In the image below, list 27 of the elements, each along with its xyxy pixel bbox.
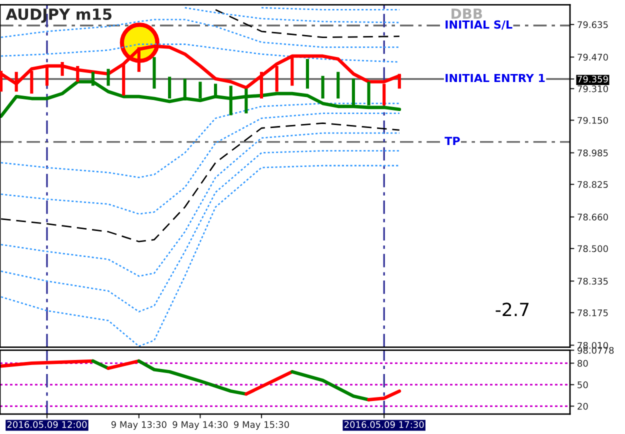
y-tick-label: 80 xyxy=(578,360,588,367)
y-tick-label: 79.359 xyxy=(578,76,608,83)
y-tick-label: 78.010 xyxy=(578,342,608,349)
x-tick-label: 9 May 13:30 xyxy=(111,421,166,430)
y-tick-label: 79.310 xyxy=(578,85,608,92)
ref-line-label: INITIAL S/L xyxy=(446,20,512,30)
y-tick-label: 50 xyxy=(578,381,588,388)
annotation: DBB xyxy=(452,8,482,19)
y-tick-label: 78.500 xyxy=(578,245,608,252)
y-tick-label: 78.985 xyxy=(578,150,608,156)
ref-line-label: TP xyxy=(444,136,460,146)
x-tick-label: 2016.05.09 17:30 xyxy=(344,421,424,428)
y-tick-label: 78.825 xyxy=(578,181,608,188)
y-tick-label: 79.470 xyxy=(578,54,608,61)
ref-line-label: INITIAL ENTRY 1 xyxy=(446,74,545,82)
y-tick-label: 78.175 xyxy=(578,309,608,316)
y-tick-label: 78.335 xyxy=(578,278,608,285)
x-tick-label: 9 May 14:30 xyxy=(172,421,228,430)
x-tick-label: 9 May 15:30 xyxy=(234,421,289,430)
y-tick-label: 79.635 xyxy=(578,21,608,28)
chart-title: AUDJPY m15 xyxy=(6,8,112,23)
y-tick-label: 79.150 xyxy=(578,116,608,124)
y-tick-label: 98.0778 xyxy=(578,346,614,354)
annotation: -2.7 xyxy=(496,302,529,316)
x-tick-label: 2016.05.09 12:00 xyxy=(7,421,87,428)
y-tick-label: 20 xyxy=(578,402,588,410)
y-tick-label: 78.660 xyxy=(578,214,608,220)
